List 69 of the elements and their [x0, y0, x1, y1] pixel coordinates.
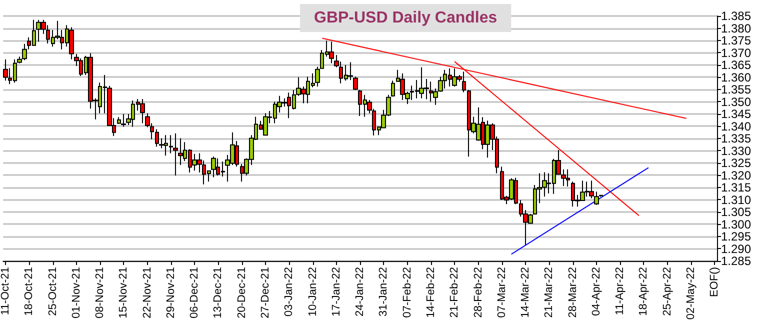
y-tick-label: 1.360	[721, 70, 752, 84]
x-tick-label: 03-Jan-22	[283, 267, 296, 317]
x-tick-label: 14-Mar-22	[520, 267, 532, 318]
candlestick	[211, 156, 216, 178]
x-tick-label: 02-May-22	[685, 267, 697, 320]
candlestick	[353, 76, 358, 90]
x-tick-label: 07-Feb-22	[401, 267, 414, 318]
candlestick	[391, 80, 395, 98]
candlestick	[69, 26, 74, 60]
x-tick-label: EOF()	[708, 267, 721, 297]
candlestick	[178, 138, 183, 166]
candlestick	[348, 62, 353, 80]
x-tick-label: 25-Oct-21	[46, 267, 59, 316]
x-tick-label: 28-Feb-22	[472, 267, 484, 318]
y-tick-label: 1.370	[721, 46, 752, 60]
y-tick-label: 1.380	[721, 21, 752, 36]
y-tick-label: 1.350	[721, 94, 752, 109]
x-tick-label: 29-Nov-21	[164, 267, 177, 318]
x-tick-label: 06-Dec-21	[188, 267, 201, 318]
y-tick-label: 1.285	[721, 254, 752, 268]
x-tick-label: 20-Dec-21	[236, 267, 248, 318]
candlestick	[3, 58, 8, 82]
y-tick-label: 1.340	[721, 119, 752, 134]
x-tick-label: 27-Dec-21	[260, 267, 272, 318]
x-tick-label: 01-Nov-21	[70, 267, 82, 318]
x-tick-label: 10-Jan-22	[306, 267, 319, 317]
candlestick	[140, 98, 145, 124]
candlestick	[329, 41, 334, 64]
y-tick-label: 1.290	[721, 242, 752, 256]
x-tick-label: 24-Jan-22	[354, 267, 366, 317]
x-tick-label: 04-Apr-22	[590, 267, 602, 316]
x-tick-label: 22-Nov-21	[141, 267, 154, 318]
candlestick	[315, 66, 320, 88]
y-tick-label: 1.300	[721, 217, 752, 232]
x-tick-label: 08-Nov-21	[94, 267, 106, 318]
candlestick	[173, 132, 178, 176]
y-tick-label: 1.385	[721, 9, 752, 23]
candlestick	[17, 56, 22, 64]
y-tick-label: 1.320	[721, 168, 752, 182]
chart-title: GBP-USD Daily Candles	[314, 10, 498, 26]
candlestick	[155, 128, 159, 148]
y-tick-label: 1.295	[721, 230, 752, 244]
x-tick-label: 11-Apr-22	[614, 267, 626, 316]
y-tick-label: 1.325	[721, 156, 752, 170]
y-tick-label: 1.330	[721, 144, 752, 158]
x-tick-label: 11-Oct-21	[0, 267, 12, 316]
x-tick-label: 18-Oct-21	[23, 267, 36, 316]
x-tick-label: 07-Mar-22	[496, 267, 508, 318]
x-tick-label: 15-Nov-21	[118, 267, 130, 318]
x-tick-label: 18-Apr-22	[638, 267, 650, 316]
x-tick-label: 17-Jan-22	[330, 267, 342, 317]
y-tick-label: 1.375	[721, 34, 752, 48]
candlestick	[169, 134, 173, 154]
x-tick-label: 21-Mar-22	[543, 267, 556, 318]
y-tick-label: 1.305	[721, 205, 752, 219]
x-tick-label: 25-Apr-22	[661, 267, 674, 316]
x-tick-label: 14-Feb-22	[424, 267, 437, 318]
y-tick-label: 1.335	[721, 132, 752, 146]
y-tick-label: 1.365	[721, 58, 752, 72]
x-tick-label: 31-Jan-22	[378, 267, 390, 317]
candlestick	[121, 114, 126, 128]
x-tick-label: 28-Mar-22	[566, 267, 579, 318]
y-tick-label: 1.315	[721, 180, 752, 194]
y-tick-label: 1.310	[721, 192, 752, 207]
y-tick-label: 1.345	[721, 107, 752, 121]
x-tick-label: 13-Dec-21	[212, 267, 224, 318]
x-tick-label: 21-Feb-22	[448, 267, 461, 318]
candlestick	[263, 112, 268, 136]
y-tick-label: 1.355	[721, 82, 752, 96]
